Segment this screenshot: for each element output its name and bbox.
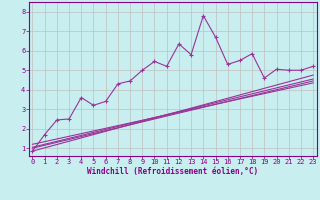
X-axis label: Windchill (Refroidissement éolien,°C): Windchill (Refroidissement éolien,°C) — [87, 167, 258, 176]
